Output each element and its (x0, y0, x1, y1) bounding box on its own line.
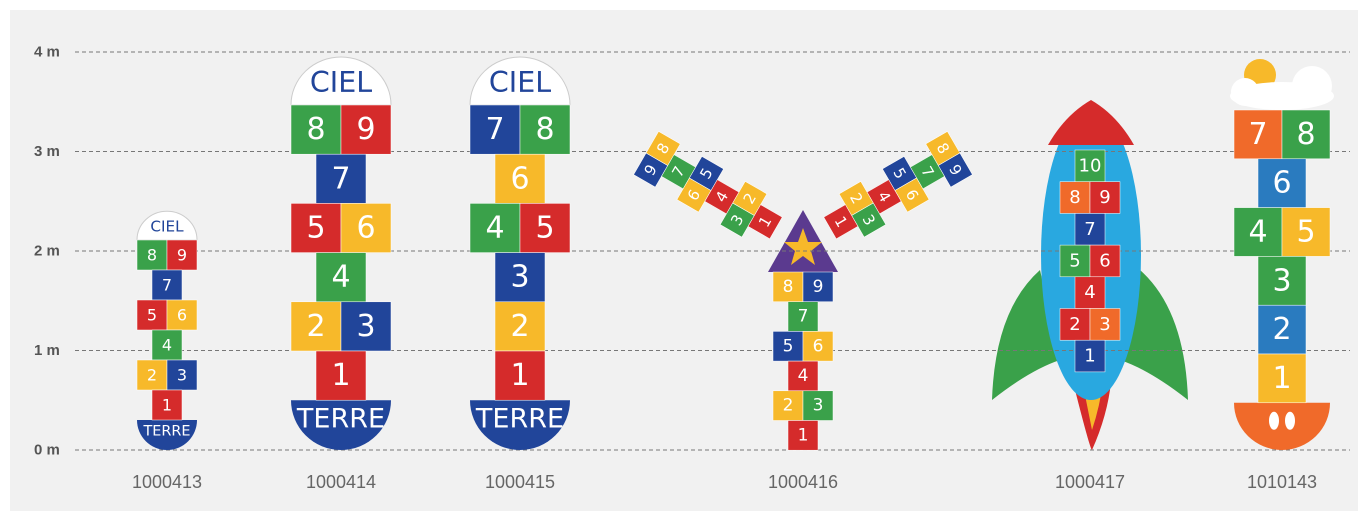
tick-label: 3 m (34, 143, 60, 160)
footprint (1269, 412, 1279, 430)
cell-label: 4 (1084, 282, 1095, 303)
product-code: 1010143 (1247, 472, 1317, 492)
cell-label: 8 (1296, 117, 1315, 152)
cell-label: 3 (177, 366, 187, 385)
cell-label: 5 (1069, 250, 1080, 271)
cloud (1292, 66, 1332, 106)
cell-label: 9 (356, 112, 375, 147)
cell-label: 5 (1296, 215, 1315, 250)
cell-label: 1 (1084, 346, 1095, 367)
bottom-label: TERRE (296, 404, 385, 435)
cell-label: 9 (177, 246, 187, 265)
cell-label: 4 (162, 336, 172, 355)
top-label: CIEL (489, 66, 551, 99)
cell-label: 7 (798, 307, 809, 327)
cell-label: 8 (783, 277, 794, 297)
bottom-label: TERRE (143, 423, 191, 439)
cell-label: 6 (1099, 250, 1110, 271)
product-code: 1000416 (768, 472, 838, 492)
bottom-label: TERRE (475, 404, 564, 435)
cell-label: 7 (1084, 219, 1095, 240)
hopscotch-sizes: 4 m3 m2 m1 m0 mCIELTERRE8975642311000413… (0, 0, 1358, 511)
cell-label: 8 (1069, 187, 1080, 208)
footprint (1285, 412, 1295, 430)
cell-label: 6 (177, 306, 187, 325)
cell-label: 4 (798, 366, 809, 386)
cell-label: 1 (510, 358, 529, 393)
product-code: 1000414 (306, 472, 376, 492)
tick-label: 1 m (34, 342, 60, 359)
cell-label: 5 (306, 211, 325, 246)
cell-label: 4 (485, 211, 504, 246)
cell-label: 3 (356, 309, 375, 344)
cell-label: 3 (1099, 314, 1110, 335)
cell-label: 2 (1069, 314, 1080, 335)
background (10, 10, 1358, 511)
cell-label: 5 (783, 336, 794, 356)
cell-label: 5 (147, 306, 157, 325)
product-code: 1000413 (132, 472, 202, 492)
top-label: CIEL (310, 66, 372, 99)
cell-label: 1 (162, 396, 172, 415)
cell-label: 4 (331, 260, 350, 295)
cell-label: 1 (798, 425, 809, 445)
cell-label: 2 (147, 366, 157, 385)
cell-label: 8 (306, 112, 325, 147)
product-code: 1000417 (1055, 472, 1125, 492)
cell-label: 9 (813, 277, 824, 297)
product-code: 1000415 (485, 472, 555, 492)
cloud (1231, 78, 1259, 106)
cell-label: 4 (1248, 215, 1267, 250)
cell-label: 8 (147, 246, 157, 265)
cell-label: 2 (1272, 312, 1291, 347)
tick-label: 2 m (34, 243, 60, 260)
cell-label: 5 (535, 211, 554, 246)
cell-label: 3 (510, 260, 529, 295)
cell-label: 7 (331, 161, 350, 196)
cell-label: 2 (306, 309, 325, 344)
cell-label: 7 (1248, 117, 1267, 152)
cell-label: 1 (331, 358, 350, 393)
cell-label: 3 (813, 396, 824, 416)
cell-label: 10 (1079, 155, 1102, 176)
cell-label: 6 (813, 336, 824, 356)
cell-label: 7 (162, 276, 172, 295)
tick-label: 4 m (34, 44, 60, 61)
cell-label: 2 (510, 309, 529, 344)
tick-label: 0 m (34, 442, 60, 459)
cell-label: 8 (535, 112, 554, 147)
cell-label: 6 (510, 161, 529, 196)
top-label: CIEL (150, 218, 184, 236)
cell-label: 1 (1272, 361, 1291, 396)
cell-label: 9 (1099, 187, 1110, 208)
cell-label: 3 (1272, 263, 1291, 298)
cell-label: 2 (783, 396, 794, 416)
cell-label: 6 (1272, 166, 1291, 201)
cell-label: 6 (356, 211, 375, 246)
cell-label: 7 (485, 112, 504, 147)
